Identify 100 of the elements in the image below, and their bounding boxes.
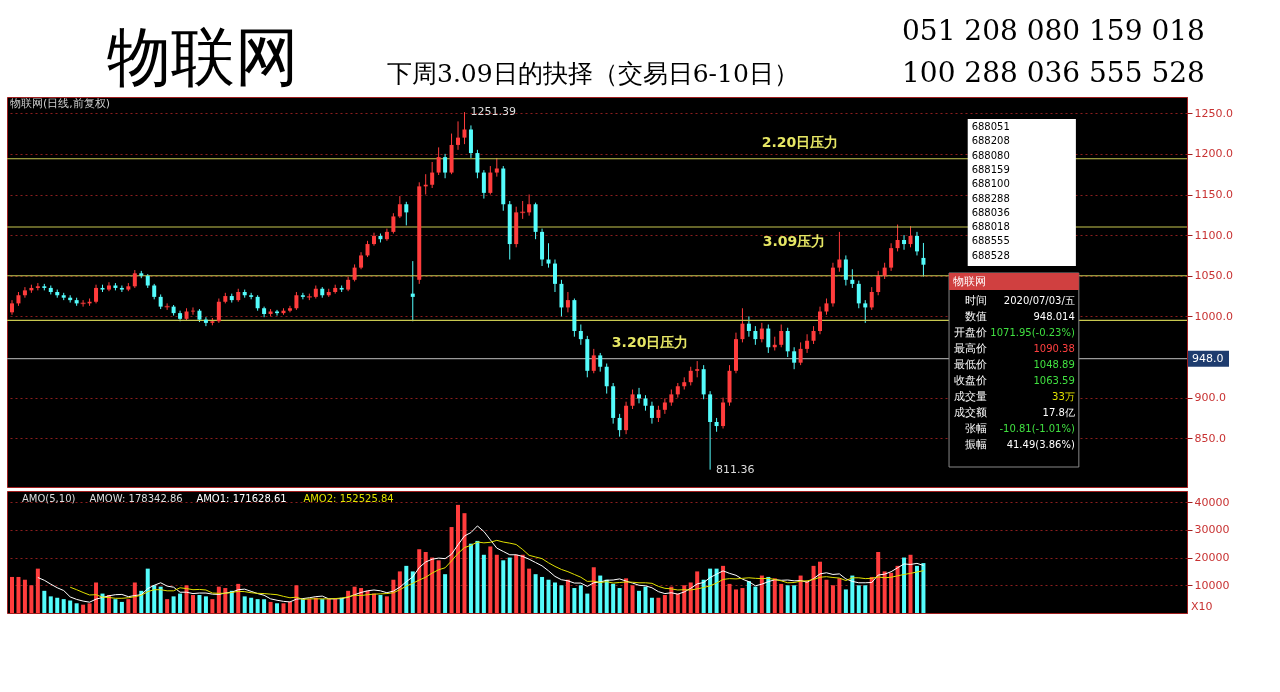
bar — [430, 557, 435, 613]
candlestick — [559, 279, 564, 317]
bar — [197, 594, 202, 613]
bar — [708, 568, 713, 613]
bar — [184, 585, 189, 613]
y-tick-label: 1200.0 — [1194, 147, 1233, 161]
bar — [488, 546, 493, 613]
candlestick — [837, 231, 842, 273]
candlestick — [216, 298, 221, 324]
bar — [68, 600, 73, 613]
candlestick — [818, 306, 823, 335]
bar — [371, 593, 376, 613]
bar — [10, 576, 14, 613]
bar — [384, 596, 389, 613]
candlestick — [869, 286, 874, 311]
bar — [675, 593, 680, 613]
bar — [113, 599, 118, 613]
candlestick — [35, 282, 40, 291]
candlestick — [456, 120, 461, 151]
bar — [649, 597, 654, 613]
candlestick — [921, 242, 926, 278]
candlestick — [604, 363, 609, 395]
candlestick — [889, 242, 894, 272]
candlestick — [850, 268, 855, 289]
bar — [456, 504, 461, 613]
bar — [268, 601, 273, 613]
annotation: 收盘价 — [954, 374, 988, 387]
bar — [656, 597, 661, 613]
bar — [229, 590, 234, 613]
candlestick — [914, 231, 919, 256]
y-tick-label: 1000.0 — [1194, 309, 1233, 323]
bar — [236, 583, 241, 613]
annotation: 811.36 — [716, 462, 755, 476]
annotation: 物联网(日线,前复权) — [10, 97, 111, 110]
bar — [637, 590, 642, 613]
bar — [481, 554, 486, 613]
y-tick-label: 850.0 — [1194, 431, 1226, 445]
bar — [287, 601, 292, 613]
annotation: 688528 — [971, 249, 1010, 261]
bar — [630, 585, 635, 613]
bar — [889, 572, 894, 613]
text: 100 288 036 555 528 — [902, 56, 1205, 89]
bar — [643, 586, 648, 613]
candlestick — [766, 324, 771, 354]
annotation: 688051 — [971, 121, 1010, 132]
bar — [307, 599, 312, 613]
bar — [746, 581, 751, 613]
line-series — [37, 525, 924, 603]
annotation: -10.81(-1.01%) — [999, 423, 1075, 434]
candlestick — [494, 157, 499, 178]
bar — [126, 599, 131, 613]
annotation: 最高价 — [954, 342, 988, 355]
annotation: 1251.39 — [470, 105, 516, 119]
bar — [895, 565, 900, 613]
y-tick-label: 900.0 — [1194, 391, 1226, 405]
ref-line-label: 3.20日压力 — [611, 333, 689, 350]
annotation: 688288 — [971, 192, 1010, 204]
bar — [119, 601, 124, 613]
bar — [908, 554, 913, 613]
candlestick — [468, 124, 473, 159]
bar — [178, 593, 183, 613]
candlestick — [792, 346, 797, 370]
annotation: 688080 — [971, 149, 1010, 161]
bar — [42, 590, 47, 613]
bar — [733, 589, 738, 613]
bar — [766, 576, 771, 613]
candlestick — [785, 327, 790, 358]
bar — [494, 554, 499, 613]
bar — [436, 560, 441, 613]
candlestick — [578, 324, 583, 346]
bar — [300, 599, 305, 613]
bar — [578, 585, 583, 613]
bar — [262, 599, 267, 613]
text: 948.0 — [1192, 351, 1224, 365]
candlestick — [662, 397, 667, 415]
bar — [520, 554, 525, 613]
candlestick — [753, 325, 758, 346]
y-tick-label: 1250.0 — [1194, 106, 1233, 120]
bar — [378, 594, 383, 613]
annotation: 成交额 — [954, 406, 988, 419]
bar — [320, 599, 325, 613]
bar — [856, 585, 861, 613]
candlestick — [203, 316, 208, 327]
bar — [365, 590, 370, 613]
y-tick-label: 1050.0 — [1194, 269, 1233, 283]
bar — [662, 594, 667, 613]
candlestick — [106, 281, 111, 292]
bar — [81, 604, 86, 613]
y-tick-label: 20000 — [1194, 551, 1230, 565]
annotation: 张幅 — [965, 422, 988, 435]
candlestick — [759, 322, 764, 343]
candlestick — [565, 291, 570, 313]
bar — [423, 552, 428, 613]
candlestick — [430, 161, 435, 189]
annotation: 物联网 — [953, 275, 987, 288]
bar — [572, 588, 577, 613]
candlestick — [410, 260, 415, 322]
candlestick — [630, 389, 635, 410]
candlestick — [688, 366, 693, 386]
bar — [16, 576, 21, 613]
